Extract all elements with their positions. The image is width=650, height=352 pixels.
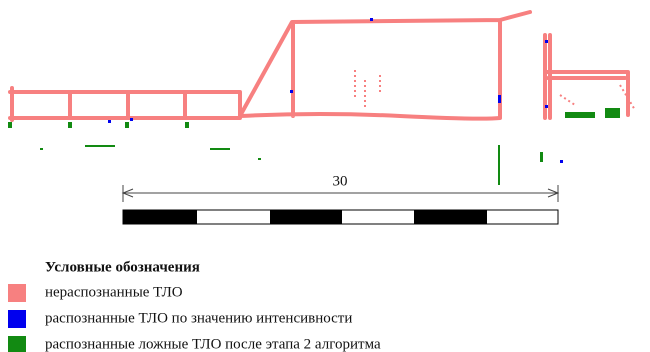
legend-label: распознанные ложные ТЛО после этапа 2 ал… [45, 336, 381, 352]
figure: 30 Условные обозначения нераспознанные Т… [0, 0, 650, 352]
legend-label: нераспознанные ТЛО [45, 284, 183, 300]
right-structure [545, 35, 628, 118]
fence [10, 88, 240, 120]
legend: Условные обозначения нераспознанные ТЛО р… [8, 259, 381, 352]
legend-swatch [8, 336, 26, 352]
legend-label: распознанные ТЛО по значению интенсивнос… [45, 310, 352, 326]
legend-swatch [8, 310, 26, 328]
scale-label: 30 [333, 173, 348, 189]
page: 30 Условные обозначения нераспознанные Т… [0, 0, 650, 352]
legend-swatch [8, 284, 26, 302]
scale-segment [270, 210, 342, 224]
scale-bar: 30 [123, 173, 558, 224]
point-cloud [8, 12, 635, 185]
scale-segment [414, 210, 487, 224]
building [240, 12, 530, 119]
legend-title: Условные обозначения [45, 259, 200, 275]
scale-segment [123, 210, 197, 224]
